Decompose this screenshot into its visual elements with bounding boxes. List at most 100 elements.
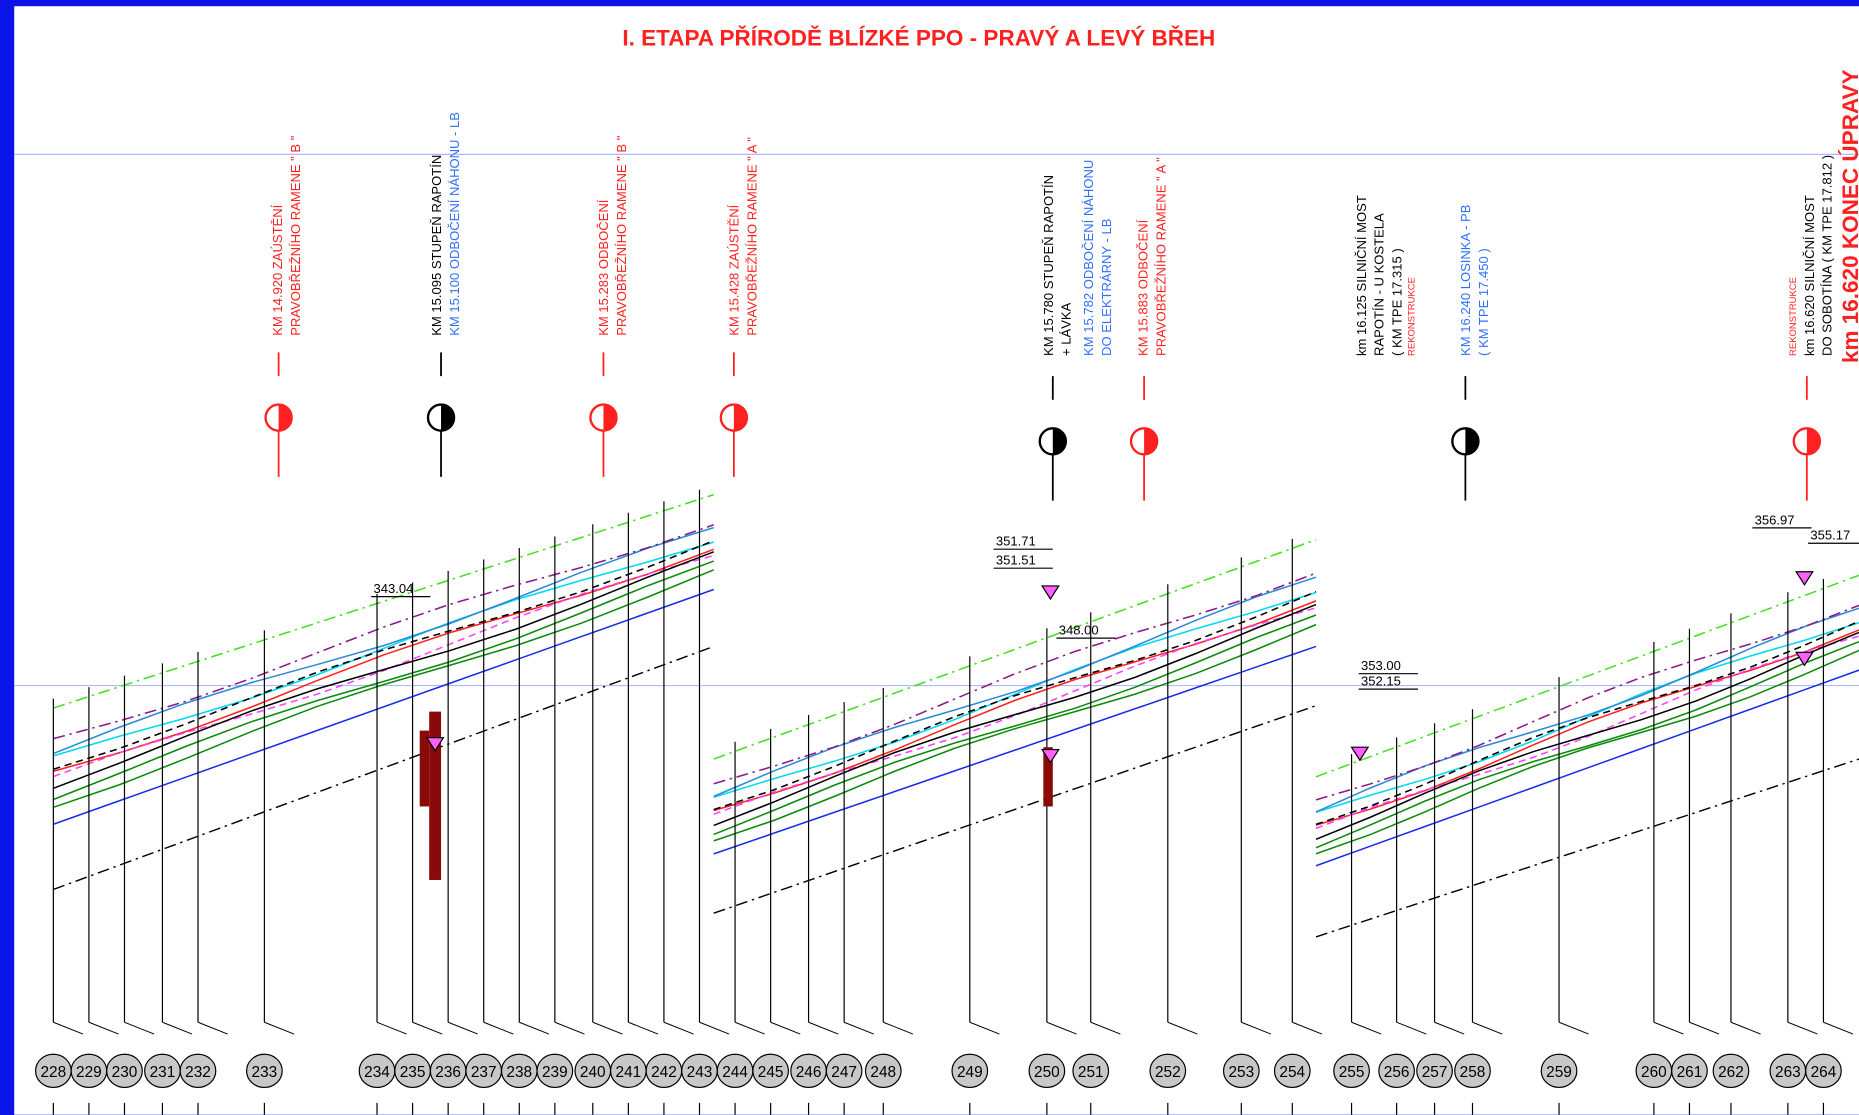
annotation-text: PRAVOBŘEŽNÍHO RAMENE " A " [744,137,759,336]
station-tick [264,1021,295,1035]
profile-line [713,705,1317,914]
station-label: 234 [364,1064,390,1081]
station-label: 238 [506,1064,532,1081]
station-circle [1028,1053,1066,1089]
station-tick [808,1021,839,1035]
profile-line [713,600,1317,812]
profile-line [53,541,714,757]
profile-line [53,524,714,740]
station-label: 262 [1718,1064,1744,1081]
station-tick [1167,1021,1198,1035]
station-circle [1540,1053,1578,1089]
station-circle [1222,1053,1260,1089]
station-circle [106,1053,143,1089]
station-circle [1072,1053,1110,1089]
elevation-label: 356.97 [1755,512,1795,527]
profile-line [53,493,714,709]
station-tick [1046,1021,1077,1035]
station-label: 237 [471,1064,497,1081]
station-tick [1730,1021,1761,1035]
station-label: 230 [112,1064,138,1081]
profile-line [53,554,714,778]
profile-line [1315,758,1859,938]
profile-line [1315,635,1859,830]
station-label: 244 [722,1064,748,1081]
station-circle [179,1053,217,1089]
station-tick [1241,1021,1272,1035]
annotation-text: DO ELEKTRÁRNY - LB [1099,219,1114,356]
station-tick [447,1021,478,1035]
structure [419,730,430,807]
station-label: 249 [957,1064,983,1081]
station-label: 252 [1155,1064,1181,1081]
station-circle [1712,1053,1750,1089]
station-tick [412,1021,443,1035]
station-tick [1823,1021,1854,1035]
annotation-text: KM 15.428 ZAÚSTĚNÍ [727,204,742,335]
station-tick [770,1021,801,1035]
station-label: 253 [1228,1064,1254,1081]
station-tick [1472,1021,1503,1035]
station-tick [162,1021,193,1035]
profile-line [53,526,714,755]
annotation-text: KM 14.920 ZAÚSTĚNÍ [270,204,285,335]
symbol-fill [278,404,292,431]
station-label: 239 [542,1064,568,1081]
station-tick [969,1021,1000,1035]
profile-line [53,569,715,809]
profile-line [1315,574,1859,778]
elevation-label: 351.51 [996,553,1036,568]
station-label: 258 [1460,1064,1486,1081]
annotation-text: KM 15.780 STUPEŇ RAPOTÍN [1041,175,1056,356]
station-tick [1292,1021,1323,1035]
station-label: 255 [1339,1064,1365,1081]
symbol-fill [733,404,747,431]
weir-marker [1041,585,1060,601]
station-tick [843,1021,874,1035]
station-label: 263 [1775,1064,1801,1081]
profile-line [1315,621,1859,814]
symbol-fill [1052,428,1066,455]
profile-line [713,576,1317,798]
elevation-label: 352.15 [1361,674,1401,689]
symbol-fill [441,404,455,431]
station-tick [1787,1021,1818,1035]
station-label: 241 [616,1064,642,1081]
profile-line [1315,620,1859,826]
station-label: 235 [400,1064,426,1081]
station-tick [1396,1021,1427,1035]
symbol-fill [1465,428,1479,455]
station-tick [592,1021,623,1035]
profile-line [1315,649,1859,855]
station-label: 254 [1279,1064,1305,1081]
annotation-text: DO SOBOTÍNA ( KM TPE 17.812 ) [1820,155,1835,356]
annotation-text: PRAVOBŘEŽNÍHO RAMENE " A " [1153,157,1168,356]
profile-line [1315,604,1859,801]
station-circle [1416,1053,1453,1089]
station-circle [1273,1053,1311,1089]
annotation-text: KM 15.095 STUPEŇ RAPOTÍN [429,155,444,336]
station-tick [1351,1021,1382,1035]
annotation-text: km 16.620 SILNIČNÍ MOST [1802,195,1817,356]
station-label: 259 [1546,1064,1572,1081]
station-label: 228 [40,1064,66,1081]
profile-line [53,560,714,801]
profile-line [713,590,1317,811]
station-tick [124,1021,155,1035]
station-tick [628,1021,659,1035]
profile-line [1315,640,1859,849]
weir-marker [1795,571,1814,586]
profile-line [53,539,715,770]
structure [429,711,442,880]
station-circle [1671,1053,1708,1089]
station-tick [699,1021,730,1035]
station-circle [752,1053,790,1089]
profile-line [713,623,1317,842]
station-circle [951,1053,989,1089]
annotation-text: PRAVOBŘEŽNÍHO RAMENE " B " [614,135,629,336]
station-tick [1090,1021,1121,1035]
station-tick [1558,1021,1589,1035]
elevation-label: 343.04 [373,581,413,596]
station-label: 245 [758,1064,784,1081]
